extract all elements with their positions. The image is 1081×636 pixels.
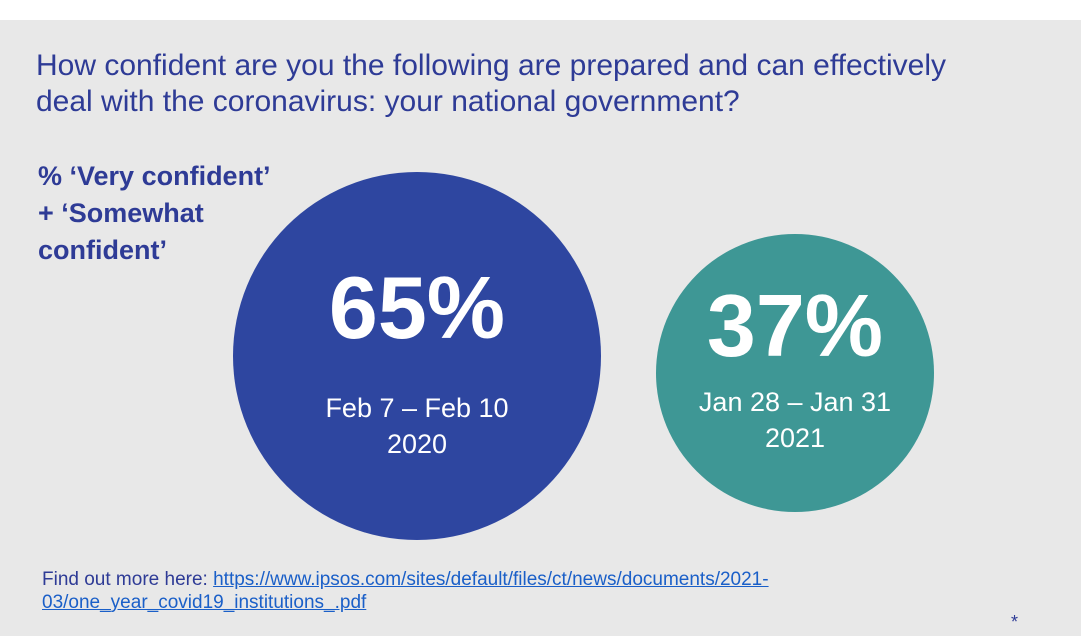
period-line: 2020 — [386, 429, 448, 459]
link-line: https://www.ipsos.com/sites/default/file… — [213, 569, 769, 590]
source-link[interactable]: https://www.ipsos.com/sites/default/file… — [42, 569, 769, 613]
title-line: deal with the coronavirus: your national… — [36, 85, 740, 118]
period-line: Jan 28 – Jan 31 — [698, 387, 892, 417]
bubble-2020: 65% Feb 7 – Feb 10 2020 — [233, 172, 601, 540]
period-line: 2021 — [764, 423, 826, 453]
title-line: How confident are you the following are … — [36, 49, 947, 82]
bubble-period-label: Jan 28 – Jan 31 2021 — [656, 384, 934, 456]
bubble-value-label: 65% — [328, 258, 506, 357]
footer-prefix: Find out more here: — [42, 569, 214, 590]
measure-line: confident’ — [38, 235, 167, 265]
link-line: 03/one_year_covid19_institutions_.pdf — [42, 592, 367, 613]
measure-line: % ‘Very confident’ — [38, 161, 271, 191]
measure-line: + ‘Somewhat — [38, 198, 204, 228]
bubble-period-label: Feb 7 – Feb 10 2020 — [233, 390, 601, 462]
chart-title: How confident are you the following are … — [36, 48, 1036, 120]
asterisk-mark: * — [1011, 612, 1019, 632]
source-footer: Find out more here: https://www.ipsos.co… — [42, 568, 942, 614]
period-line: Feb 7 – Feb 10 — [325, 393, 509, 423]
measure-label: % ‘Very confident’ + ‘Somewhat confident… — [38, 158, 338, 269]
bubble-2021: 37% Jan 28 – Jan 31 2021 — [656, 234, 934, 512]
bubble-value-label: 37% — [706, 276, 884, 375]
